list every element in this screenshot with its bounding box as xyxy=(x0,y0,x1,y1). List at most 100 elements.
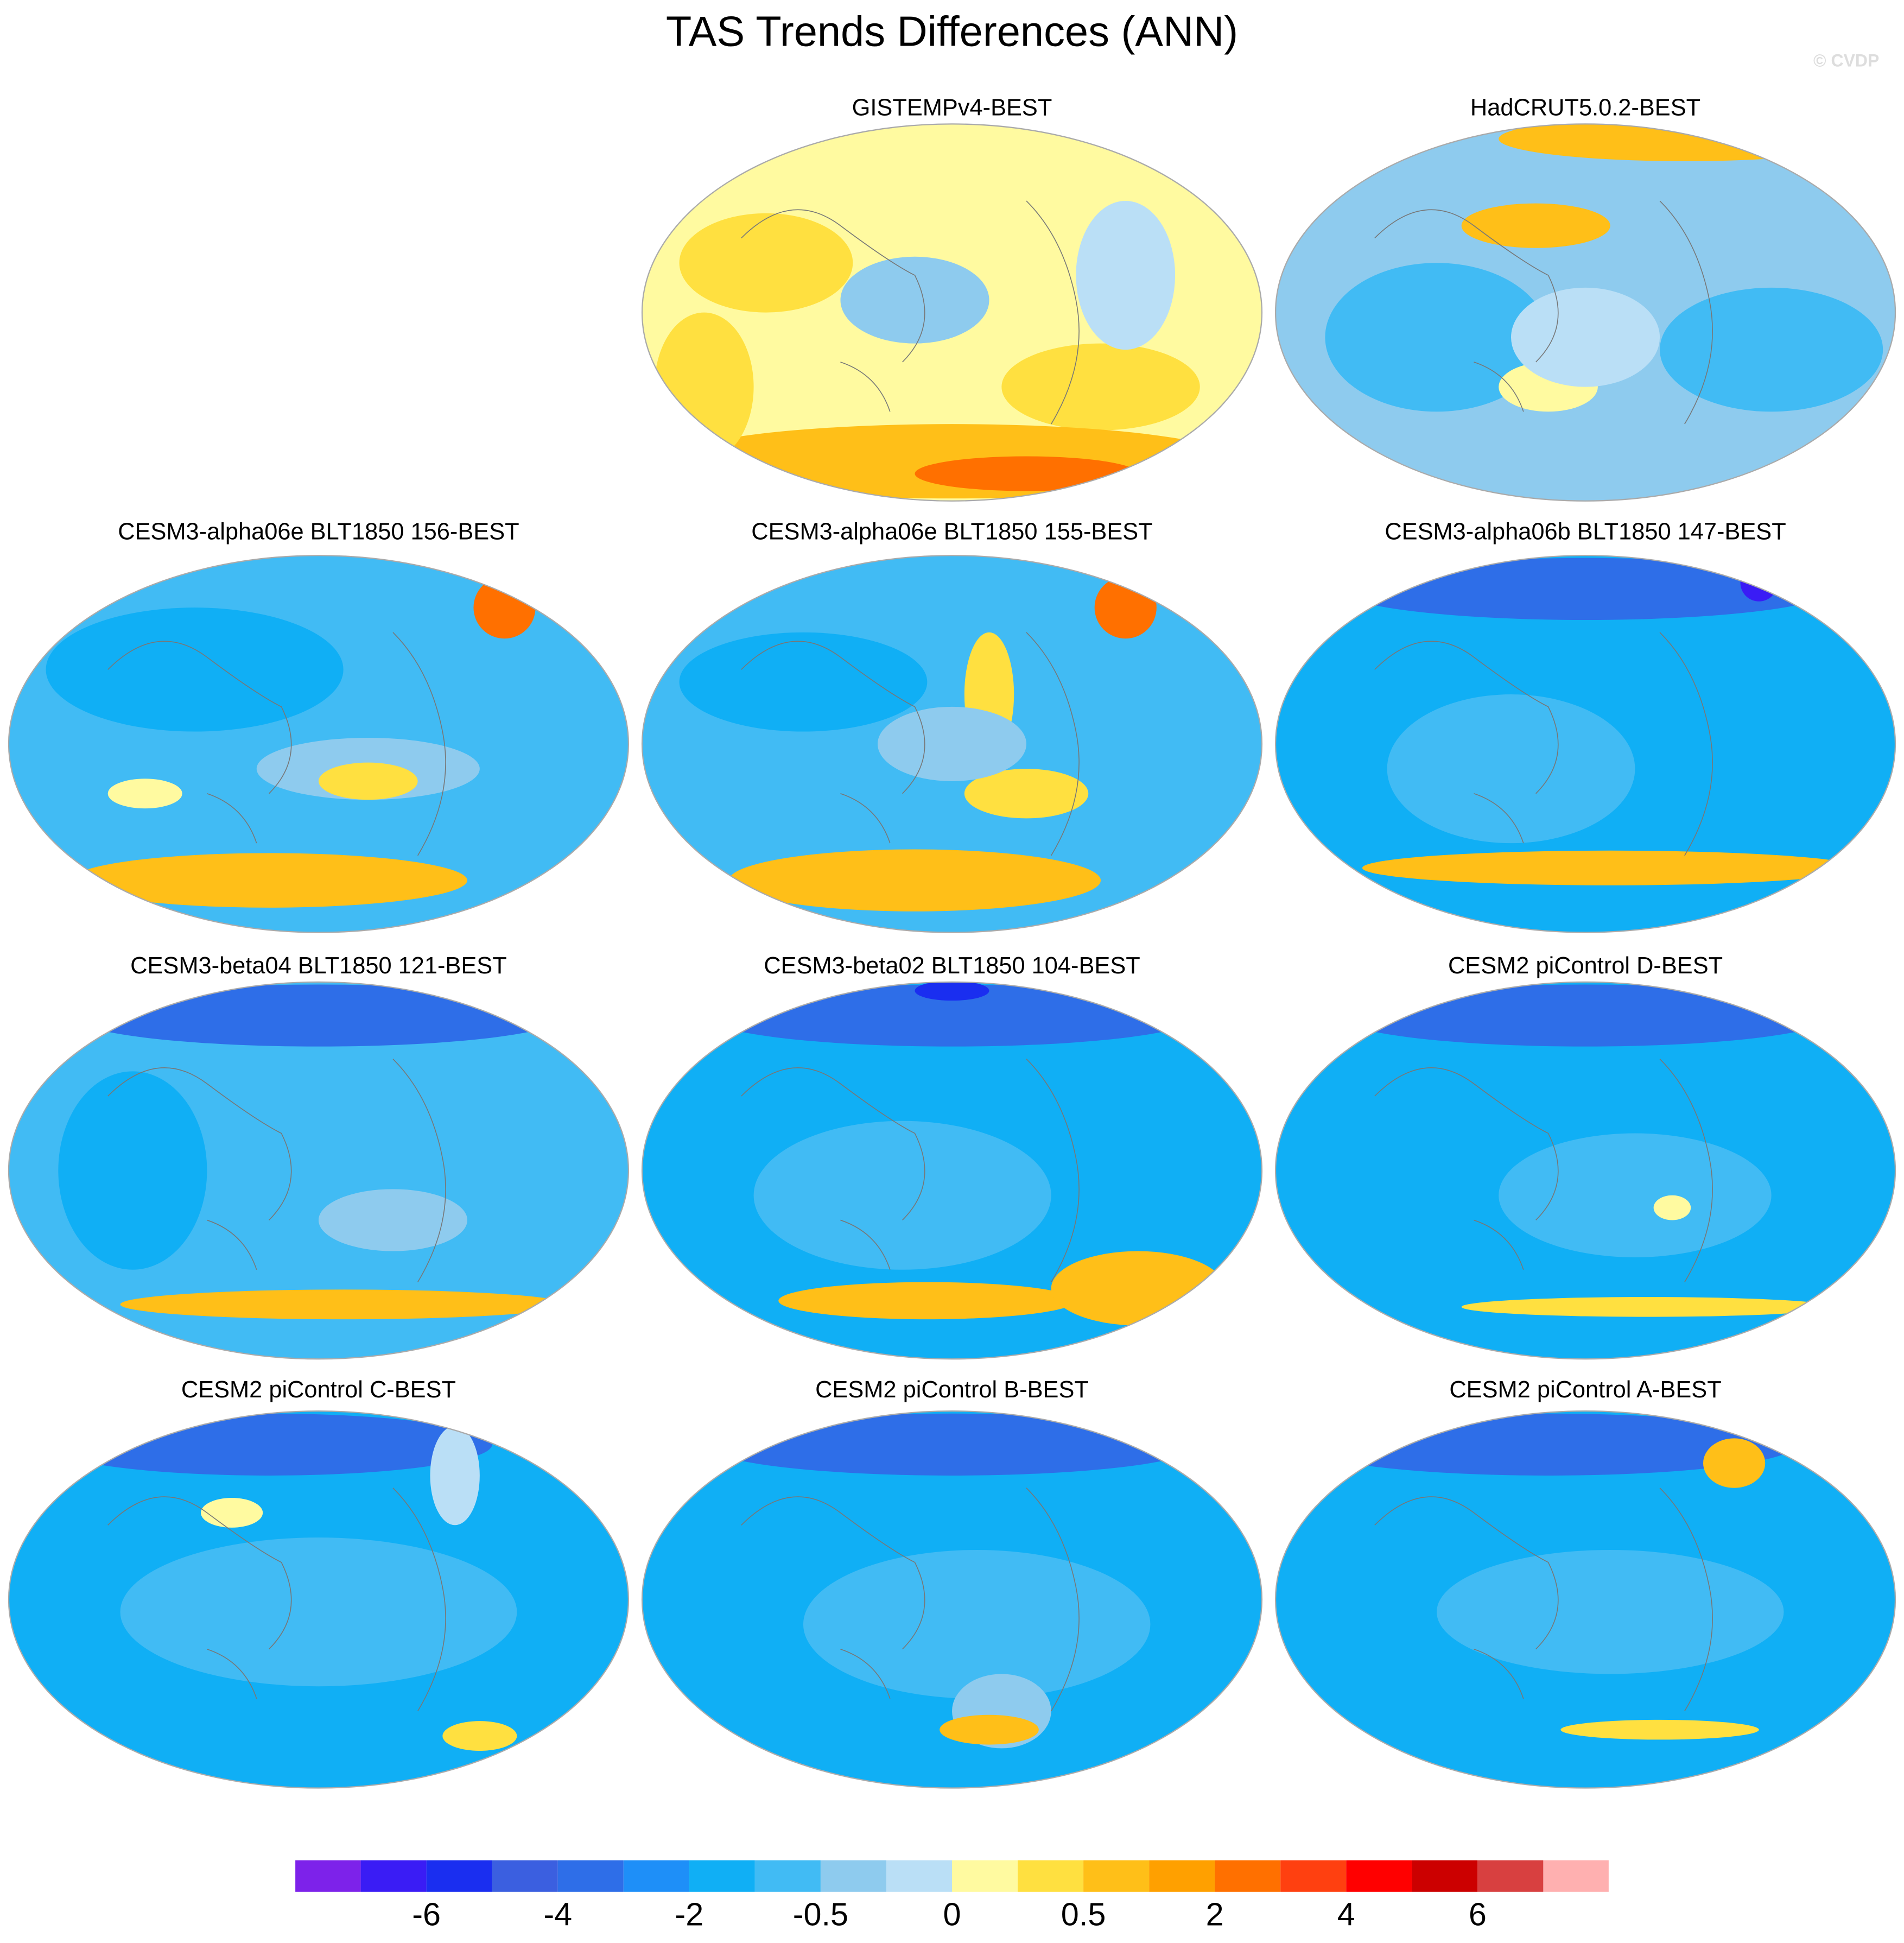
colorbar-box xyxy=(1149,1859,1215,1893)
map-anomaly xyxy=(654,312,754,461)
colorbar-box xyxy=(1215,1859,1281,1893)
map-anomaly xyxy=(1337,984,1833,1047)
map-outline xyxy=(8,1410,630,1789)
map-panel xyxy=(8,555,629,933)
coastline xyxy=(741,632,1080,856)
map-anomaly xyxy=(442,1721,517,1751)
map-outline xyxy=(1274,123,1896,502)
map-anomaly xyxy=(964,769,1089,819)
map-anomaly xyxy=(200,1498,263,1528)
colorbar-box xyxy=(1543,1859,1609,1893)
colorbar-box xyxy=(754,1859,821,1893)
map-panel xyxy=(1275,1411,1896,1788)
colorbar-box xyxy=(820,1859,886,1893)
map-panel xyxy=(1275,124,1896,501)
coastline xyxy=(1374,632,1713,856)
coastline xyxy=(1374,1058,1713,1283)
coastline xyxy=(107,632,446,856)
colorbar-frame xyxy=(294,1859,1610,1893)
colorbar-box xyxy=(360,1859,427,1893)
map-anomaly xyxy=(877,706,1027,781)
map-panel xyxy=(642,124,1262,501)
panel-title: CESM3-alpha06b BLT1850 147-BEST xyxy=(1385,519,1786,545)
colorbar-box xyxy=(492,1859,558,1893)
map-anomaly xyxy=(728,849,1101,912)
map-outline xyxy=(1274,981,1896,1360)
map-anomaly xyxy=(318,1189,468,1251)
map-anomaly xyxy=(753,1121,1051,1270)
map-anomaly xyxy=(915,982,989,1001)
map-anomaly xyxy=(1660,287,1883,412)
map-anomaly xyxy=(915,456,1138,491)
colorbar-label: 2 xyxy=(1206,1896,1224,1933)
map-outline xyxy=(8,981,630,1360)
panel-title: CESM2 piControl A-BEST xyxy=(1449,1377,1721,1403)
colorbar-box xyxy=(1083,1859,1150,1893)
map-anomaly xyxy=(46,607,344,732)
map-outline xyxy=(1274,1410,1896,1789)
map-outline xyxy=(8,555,630,933)
coastline xyxy=(741,1058,1080,1283)
colorbar-box xyxy=(886,1859,952,1893)
colorbar-label: -2 xyxy=(675,1896,703,1933)
map-anomaly xyxy=(704,1413,1200,1476)
map-anomaly xyxy=(1511,287,1660,387)
map-panel xyxy=(8,982,629,1359)
map-anomaly xyxy=(1325,263,1548,412)
colorbar-box xyxy=(1412,1859,1478,1893)
colorbar-box xyxy=(1346,1859,1412,1893)
panel-title: CESM2 piControl C-BEST xyxy=(181,1377,456,1403)
map-anomaly xyxy=(318,762,418,800)
map-anomaly xyxy=(1387,694,1635,844)
map-anomaly xyxy=(1461,1297,1833,1317)
colorbar-box xyxy=(295,1859,361,1893)
map-anomaly xyxy=(840,256,989,344)
map-anomaly xyxy=(1094,577,1157,639)
colorbar-label: 0 xyxy=(943,1896,961,1933)
panel-title: GISTEMPv4-BEST xyxy=(852,94,1052,121)
map-panel xyxy=(8,1411,629,1788)
coastline xyxy=(1374,200,1713,425)
map-panel xyxy=(642,1411,1262,1788)
panel-title: CESM2 piControl B-BEST xyxy=(815,1377,1089,1403)
map-anomaly xyxy=(1560,1719,1759,1740)
colorbar-label: -0.5 xyxy=(793,1896,848,1933)
colorbar-label: 4 xyxy=(1337,1896,1355,1933)
map-panel xyxy=(1275,982,1896,1359)
map-outline xyxy=(641,555,1263,933)
map-anomaly xyxy=(473,577,536,639)
coastline xyxy=(741,1488,1080,1712)
map-outline xyxy=(641,1410,1263,1789)
map-anomaly xyxy=(1703,1438,1766,1488)
map-anomaly xyxy=(803,1549,1151,1699)
panel-title: CESM3-beta04 BLT1850 121-BEST xyxy=(130,953,507,979)
colorbar-box xyxy=(1477,1859,1544,1893)
colorbar-box xyxy=(557,1859,624,1893)
map-anomaly xyxy=(1653,1195,1691,1220)
map-anomaly xyxy=(679,213,853,313)
map-anomaly xyxy=(107,779,182,809)
colorbar-label: -6 xyxy=(412,1896,441,1933)
colorbar-label: -4 xyxy=(543,1896,572,1933)
map-anomaly xyxy=(120,1537,517,1687)
map-anomaly xyxy=(1499,1133,1772,1257)
colorbar-box xyxy=(1280,1859,1347,1893)
coastline xyxy=(1374,1488,1713,1712)
map-panel xyxy=(642,982,1262,1359)
map-anomaly xyxy=(120,1289,567,1320)
colorbar-box xyxy=(623,1859,689,1893)
map-anomaly xyxy=(940,1714,1039,1745)
map-anomaly xyxy=(778,1282,1076,1320)
panel-title: CESM3-alpha06e BLT1850 156-BEST xyxy=(118,519,519,545)
colorbar-box xyxy=(952,1859,1018,1893)
colorbar-label: 6 xyxy=(1469,1896,1487,1933)
coastline xyxy=(107,1488,446,1712)
map-anomaly xyxy=(71,984,567,1047)
map-anomaly xyxy=(704,984,1200,1047)
colorbar-box xyxy=(1018,1859,1084,1893)
map-anomaly xyxy=(1076,201,1176,350)
map-anomaly xyxy=(1001,343,1200,431)
colorbar-label: 0.5 xyxy=(1061,1896,1106,1933)
